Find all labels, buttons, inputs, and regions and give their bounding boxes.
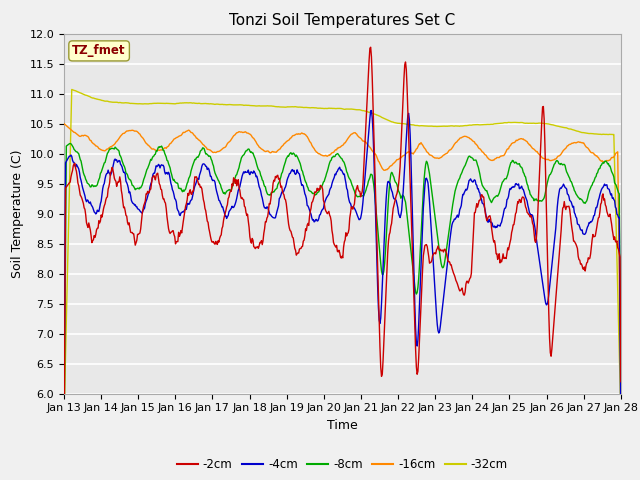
-32cm	[617, 410, 625, 416]
-8cm	[428, 183, 435, 189]
-2cm	[214, 241, 221, 247]
-16cm	[617, 389, 625, 395]
-4cm	[367, 108, 375, 113]
Line: -2cm: -2cm	[64, 47, 621, 471]
X-axis label: Time: Time	[327, 419, 358, 432]
-4cm	[214, 191, 221, 197]
-8cm	[214, 177, 222, 183]
-2cm	[617, 379, 625, 384]
-8cm	[185, 176, 193, 181]
-4cm	[70, 159, 78, 165]
Line: -4cm: -4cm	[64, 110, 621, 433]
-2cm	[70, 161, 78, 167]
Text: TZ_fmet: TZ_fmet	[72, 44, 126, 58]
-32cm	[214, 101, 222, 107]
-32cm	[185, 100, 193, 106]
-2cm	[411, 322, 419, 328]
Line: -32cm: -32cm	[64, 89, 621, 420]
-2cm	[428, 259, 435, 265]
Line: -8cm: -8cm	[64, 144, 621, 450]
-4cm	[411, 302, 419, 308]
-32cm	[411, 122, 419, 128]
-16cm	[410, 150, 418, 156]
-16cm	[184, 128, 192, 133]
-32cm	[428, 123, 435, 129]
-8cm	[71, 147, 79, 153]
-8cm	[67, 141, 74, 146]
-4cm	[60, 397, 68, 403]
-2cm	[367, 44, 374, 50]
-32cm	[128, 100, 136, 106]
-8cm	[617, 380, 625, 386]
Line: -16cm: -16cm	[64, 123, 621, 392]
-16cm	[214, 149, 221, 155]
-4cm	[428, 224, 435, 230]
-2cm	[184, 191, 192, 196]
Legend: -2cm, -4cm, -8cm, -16cm, -32cm: -2cm, -4cm, -8cm, -16cm, -32cm	[172, 454, 513, 476]
-32cm	[60, 418, 68, 423]
-16cm	[60, 120, 68, 126]
-8cm	[128, 182, 136, 188]
-32cm	[68, 86, 76, 92]
-16cm	[70, 130, 78, 135]
-2cm	[60, 468, 68, 474]
-2cm	[127, 230, 135, 236]
-16cm	[127, 128, 135, 133]
-32cm	[71, 88, 79, 94]
-8cm	[60, 447, 68, 453]
Title: Tonzi Soil Temperatures Set C: Tonzi Soil Temperatures Set C	[229, 13, 456, 28]
-8cm	[411, 283, 419, 289]
-16cm	[426, 152, 434, 158]
-4cm	[127, 197, 135, 203]
Y-axis label: Soil Temperature (C): Soil Temperature (C)	[11, 149, 24, 278]
-4cm	[184, 201, 192, 206]
-4cm	[617, 430, 625, 436]
